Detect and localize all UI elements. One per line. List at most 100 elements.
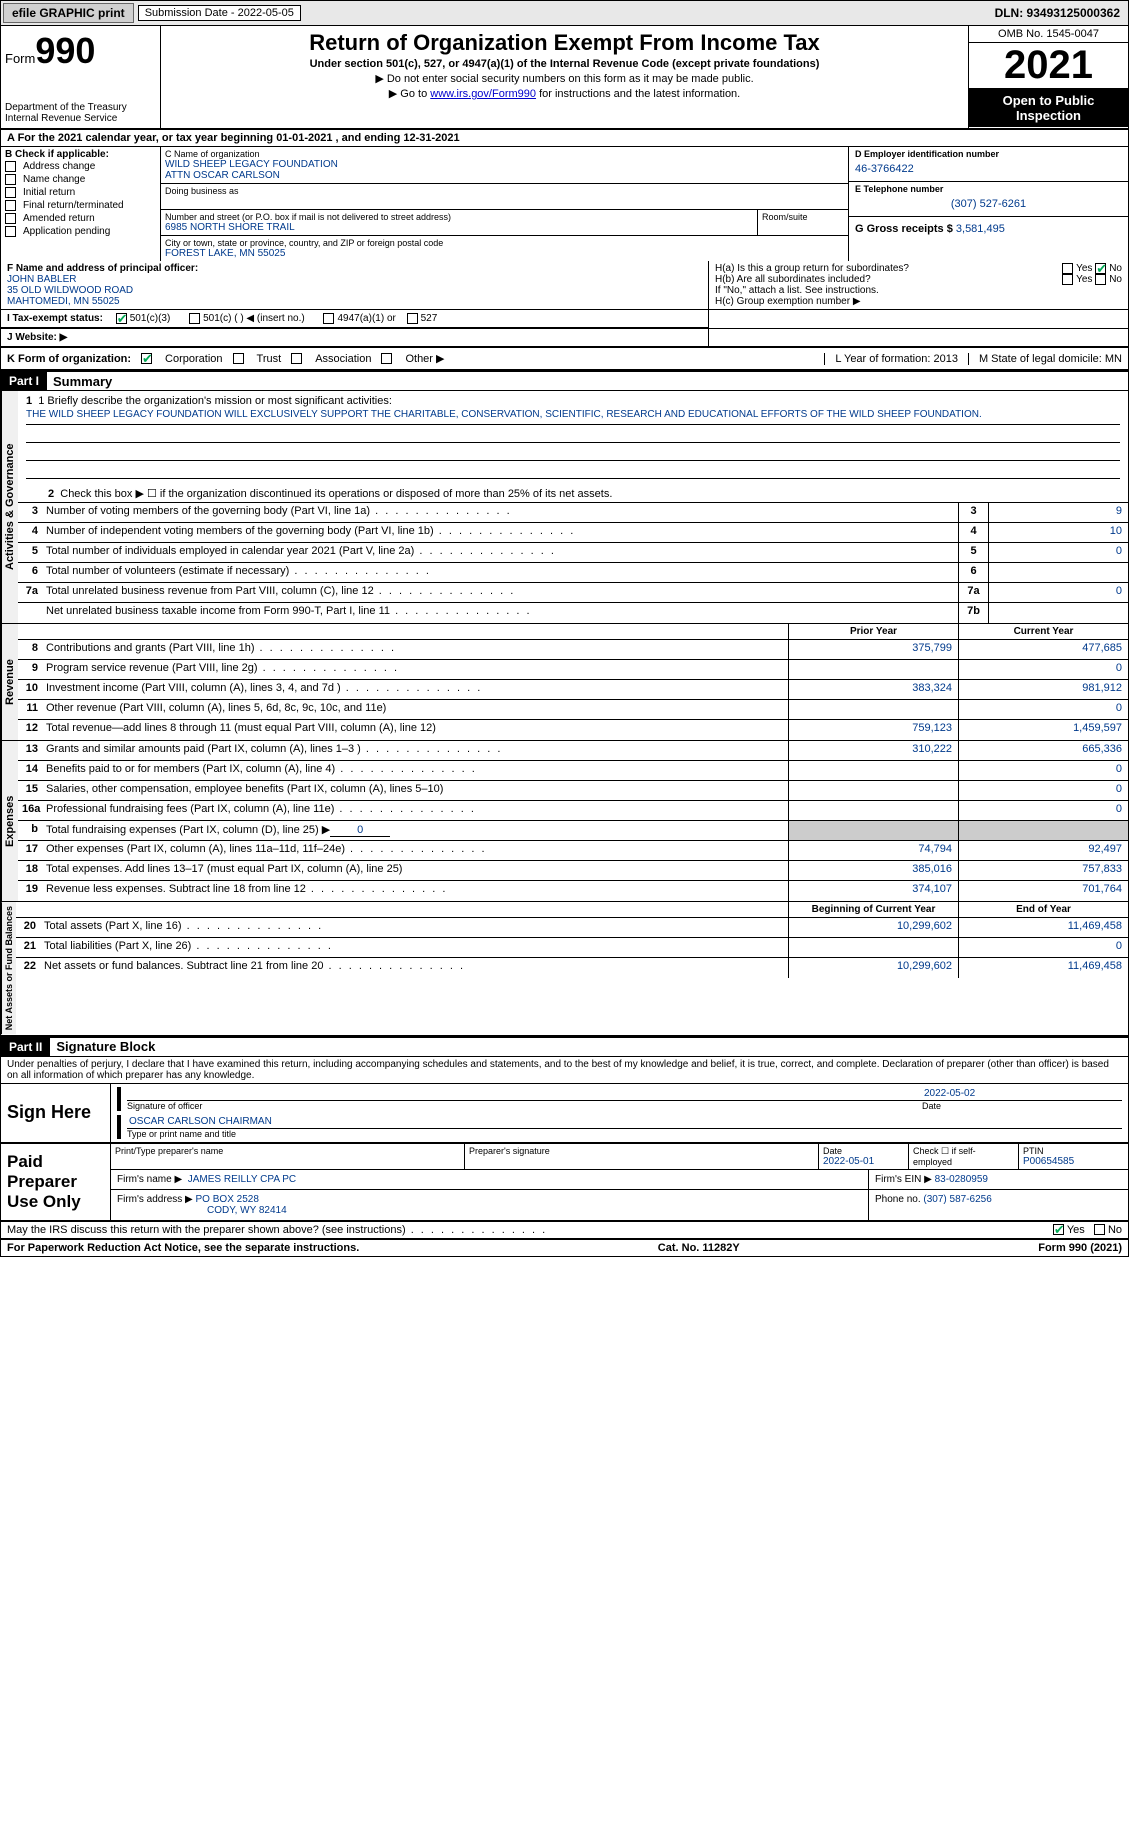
checkbox-amended[interactable] [5,213,16,224]
checkbox-hb-yes[interactable] [1062,274,1073,285]
checkbox-corp[interactable] [141,353,152,364]
sign-date: 2022-05-02 [922,1087,1122,1101]
checkbox-ha-no[interactable] [1095,263,1106,274]
checkbox-4947[interactable] [323,313,334,324]
vtab-governance: Activities & Governance [1,391,18,623]
val-13p: 310,222 [788,741,958,760]
revenue-section: Revenue Prior YearCurrent Year 8Contribu… [0,624,1129,741]
checkbox-trust[interactable] [233,353,244,364]
checkbox-discuss-no[interactable] [1094,1224,1105,1235]
box-d-e-g: D Employer identification number 46-3766… [848,147,1128,261]
firm-ein: 83-0280959 [935,1174,988,1185]
submission-date: Submission Date - 2022-05-05 [138,5,301,21]
vtab-expenses: Expenses [1,741,18,901]
tax-status-row: I Tax-exempt status: 501(c)(3) 501(c) ( … [0,310,1129,329]
checkbox-final-return[interactable] [5,200,16,211]
val-18p: 385,016 [788,861,958,880]
val-bunder: 0 [330,824,390,837]
checkbox-other[interactable] [381,353,392,364]
irs-label: Internal Revenue Service [5,113,156,124]
omb-number: OMB No. 1545-0047 [969,26,1128,43]
irs-link[interactable]: www.irs.gov/Form990 [430,88,536,100]
checkbox-501c3[interactable] [116,313,127,324]
part2-header: Part II Signature Block [0,1036,1129,1057]
val-15p [788,781,958,800]
val-5: 0 [988,543,1128,562]
form-number: Form990 [5,30,156,72]
officer-name: JOHN BABLER [7,274,702,285]
val-11c: 0 [958,700,1128,719]
checkbox-527[interactable] [407,313,418,324]
checkbox-name-change[interactable] [5,174,16,185]
val-4: 10 [988,523,1128,542]
val-16ap [788,801,958,820]
footer-mid: Cat. No. 11282Y [658,1242,740,1254]
ssn-note: ▶ Do not enter social security numbers o… [167,72,962,85]
val-bp-grey [788,821,958,840]
mission-intro: 1 1 Briefly describe the organization's … [18,391,1128,485]
org-address: 6985 NORTH SHORE TRAIL [165,222,753,233]
gross-receipts: 3,581,495 [956,223,1005,235]
footer-left: For Paperwork Reduction Act Notice, see … [7,1242,359,1254]
checkbox-pending[interactable] [5,226,16,237]
org-city: FOREST LAKE, MN 55025 [165,248,844,259]
link-note: ▶ Go to www.irs.gov/Form990 for instruct… [167,87,962,100]
val-22c: 11,469,458 [958,958,1128,978]
open-to-public: Open to Public Inspection [969,89,1128,127]
val-19p: 374,107 [788,881,958,901]
val-6 [988,563,1128,582]
val-9p [788,660,958,679]
val-13c: 665,336 [958,741,1128,760]
tax-year: 2021 [969,43,1128,89]
netassets-section: Net Assets or Fund Balances Beginning of… [0,902,1129,1035]
box-b: B Check if applicable: Address change Na… [1,147,161,261]
val-bc-grey [958,821,1128,840]
val-7b [988,603,1128,623]
ein-value: 46-3766422 [855,159,1122,179]
checkbox-discuss-yes[interactable] [1053,1224,1064,1235]
line2-text: Check this box ▶ ☐ if the organization d… [60,488,612,500]
checkbox-initial-return[interactable] [5,187,16,198]
val-3: 9 [988,503,1128,522]
expenses-section: Expenses 13Grants and similar amounts pa… [0,741,1129,902]
val-21p [788,938,958,957]
sign-block: Sign Here Signature of officer 2022-05-0… [0,1083,1129,1144]
top-bar: efile GRAPHIC print Submission Date - 20… [0,0,1129,26]
website-label: J Website: ▶ [7,332,67,343]
val-21c: 0 [958,938,1128,957]
officer-row: F Name and address of principal officer:… [0,261,1129,310]
val-16ac: 0 [958,801,1128,820]
form-header: Form990 Department of the Treasury Inter… [0,26,1129,130]
activities-governance: Activities & Governance 1 1 Briefly desc… [0,391,1129,624]
firm-city: CODY, WY 82414 [117,1205,862,1216]
val-17c: 92,497 [958,841,1128,860]
val-15c: 0 [958,781,1128,800]
org-name-2: ATTN OSCAR CARLSON [165,170,844,181]
info-grid: B Check if applicable: Address change Na… [0,147,1129,261]
form-title: Return of Organization Exempt From Incom… [167,30,962,56]
k-row: K Form of organization: Corporation Trus… [0,347,1129,370]
section-a: A For the 2021 calendar year, or tax yea… [0,130,1129,147]
discuss-row: May the IRS discuss this return with the… [0,1221,1129,1238]
checkbox-hb-no[interactable] [1095,274,1106,285]
val-8p: 375,799 [788,640,958,659]
ptin-value: P00654585 [1023,1156,1124,1167]
val-18c: 757,833 [958,861,1128,880]
box-c: C Name of organization WILD SHEEP LEGACY… [161,147,848,261]
checkbox-ha-yes[interactable] [1062,263,1073,274]
sign-here-label: Sign Here [1,1084,111,1142]
signer-name: OSCAR CARLSON CHAIRMAN [127,1115,1122,1129]
officer-addr: 35 OLD WILDWOOD ROAD [7,285,702,296]
dept-label: Department of the Treasury [5,102,156,113]
year-formation: L Year of formation: 2013 [824,353,958,365]
declaration-text: Under penalties of perjury, I declare th… [0,1057,1129,1083]
firm-name: JAMES REILLY CPA PC [188,1174,296,1185]
efile-print-button[interactable]: efile GRAPHIC print [3,3,134,23]
checkbox-address-change[interactable] [5,161,16,172]
mission-text: THE WILD SHEEP LEGACY FOUNDATION WILL EX… [26,409,1120,425]
checkbox-assoc[interactable] [291,353,302,364]
preparer-date: 2022-05-01 [823,1156,904,1167]
preparer-block: Paid Preparer Use Only Print/Type prepar… [0,1144,1129,1221]
checkbox-501c[interactable] [189,313,200,324]
vtab-revenue: Revenue [1,624,18,740]
